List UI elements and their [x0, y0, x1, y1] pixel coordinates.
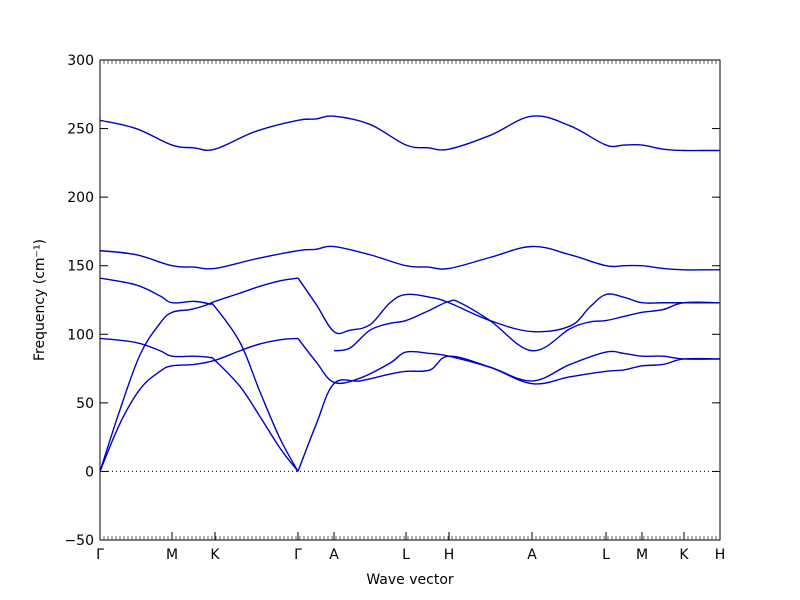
x-tick-label: Γ	[96, 547, 104, 563]
series-line-2	[100, 245, 720, 271]
x-tick-label: H	[444, 547, 455, 563]
series-line-3	[100, 277, 299, 472]
x-tick-label: M	[636, 547, 648, 563]
x-tick-label: K	[210, 547, 220, 563]
series-line-7	[100, 337, 299, 472]
x-tick-label: L	[602, 547, 610, 563]
axes: −50 0 50 100 150 200 250 300 Γ M K Γ A L H A L M K H	[64, 53, 725, 563]
plot-frame	[99, 59, 721, 541]
x-tick-label: L	[402, 547, 410, 563]
y-tick-label: −50	[64, 533, 94, 549]
x-tick-label: H	[715, 547, 726, 563]
series-line-4	[100, 277, 299, 472]
y-tick-label: 250	[67, 122, 94, 138]
series-line-1	[100, 115, 720, 152]
y-tick-label: 0	[85, 464, 94, 480]
plot-area	[100, 115, 720, 472]
series-line-8	[100, 337, 299, 472]
series-line-10	[297, 355, 720, 472]
y-tick-label: 100	[67, 327, 94, 343]
x-tick-label: K	[679, 547, 689, 563]
y-tick-label: 200	[67, 190, 94, 206]
series-line-6	[333, 299, 720, 352]
x-tick-label: M	[166, 547, 178, 563]
x-tick-label: A	[329, 547, 339, 563]
x-axis-label: Wave vector	[366, 572, 454, 588]
y-axis-label: Frequency (cm⁻¹)	[32, 239, 48, 361]
y-tick-label: 50	[76, 396, 94, 412]
y-tick-label: 300	[67, 53, 94, 69]
x-tick-label: A	[527, 547, 537, 563]
y-tick-label: 150	[67, 259, 94, 275]
x-tick-label: Γ	[294, 547, 302, 563]
